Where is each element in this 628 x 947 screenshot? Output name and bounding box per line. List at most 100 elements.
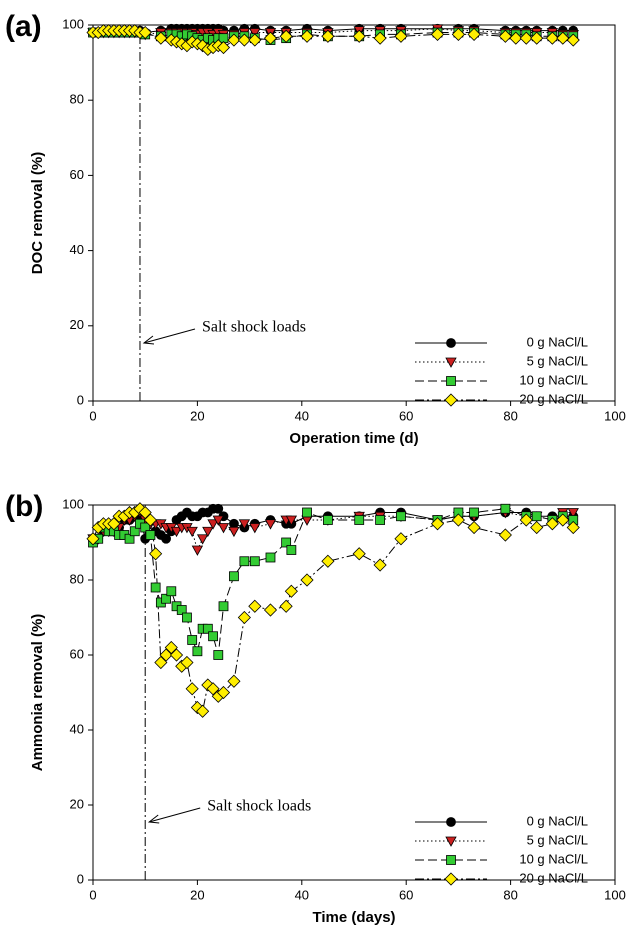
y-tick-label: 60	[70, 646, 84, 661]
marker	[161, 593, 171, 604]
marker	[185, 682, 199, 696]
marker	[180, 655, 194, 670]
x-tick-label: 100	[604, 887, 626, 902]
marker	[498, 29, 512, 43]
marker	[467, 27, 481, 41]
marker	[263, 603, 278, 617]
marker	[286, 545, 297, 555]
marker	[279, 599, 293, 613]
marker	[263, 31, 278, 45]
marker	[237, 33, 251, 47]
marker	[322, 515, 333, 525]
marker	[227, 674, 241, 688]
marker	[530, 31, 544, 45]
y-tick-label: 40	[70, 242, 84, 257]
marker	[187, 635, 198, 645]
marker	[530, 520, 544, 535]
marker	[229, 571, 239, 582]
legend-label: 0 g NaCl/L	[527, 813, 588, 828]
legend-label: 20 g NaCl/L	[519, 391, 588, 406]
marker	[249, 556, 260, 567]
plot-frame	[92, 504, 616, 881]
arrow-head	[142, 335, 155, 345]
marker	[446, 376, 456, 386]
x-tick-label: 60	[399, 408, 413, 423]
arrow	[143, 328, 196, 344]
plot-frame	[92, 24, 616, 402]
marker	[216, 685, 231, 700]
panel-label: (b)	[5, 490, 43, 523]
marker	[509, 31, 523, 45]
x-tick-label: 100	[604, 408, 626, 423]
marker	[161, 533, 171, 544]
marker	[265, 552, 276, 563]
marker	[192, 646, 203, 657]
marker	[248, 33, 262, 47]
x-tick-label: 60	[399, 887, 413, 902]
marker	[207, 519, 219, 530]
marker	[154, 31, 168, 45]
marker	[467, 520, 481, 535]
marker	[545, 517, 559, 531]
marker	[451, 27, 465, 41]
marker	[302, 507, 312, 518]
marker	[394, 532, 408, 546]
marker	[159, 648, 173, 662]
marker	[446, 817, 456, 827]
marker	[216, 40, 231, 55]
marker	[150, 582, 161, 593]
marker	[138, 25, 152, 40]
marker	[354, 515, 365, 525]
x-tick-label: 40	[295, 887, 309, 902]
marker	[444, 872, 458, 886]
y-tick-label: 40	[70, 721, 84, 736]
marker	[182, 612, 192, 623]
marker	[444, 393, 458, 407]
marker	[373, 31, 387, 45]
marker	[279, 29, 293, 43]
annotation: Salt shock loads	[207, 798, 311, 815]
marker	[213, 650, 224, 660]
x-tick-label: 80	[503, 408, 517, 423]
arrow-head	[147, 814, 160, 824]
y-tick-label: 80	[70, 92, 84, 107]
y-tick-label: 60	[70, 167, 84, 182]
x-axis-title: Operation time (d)	[289, 430, 418, 447]
marker	[446, 855, 456, 865]
y-tick-label: 20	[70, 796, 84, 811]
marker	[227, 33, 241, 47]
x-tick-label: 80	[503, 887, 517, 902]
marker	[519, 31, 533, 45]
marker	[249, 28, 261, 39]
marker	[145, 530, 156, 540]
marker	[191, 545, 204, 556]
marker	[138, 505, 152, 520]
marker	[373, 558, 387, 572]
y-axis-title: DOC removal (%)	[29, 152, 46, 275]
y-tick-label: 20	[70, 317, 84, 332]
y-tick-label: 100	[62, 16, 84, 31]
marker	[86, 532, 100, 546]
marker	[213, 503, 224, 514]
marker	[321, 554, 335, 568]
marker	[249, 523, 261, 534]
marker	[202, 526, 214, 538]
legend-label: 20 g NaCl/L	[519, 870, 588, 885]
marker	[202, 623, 213, 634]
marker	[196, 704, 210, 718]
marker	[352, 29, 366, 43]
marker	[208, 631, 218, 642]
marker	[264, 519, 277, 530]
arrow	[149, 807, 201, 823]
marker	[186, 526, 198, 538]
marker	[531, 511, 542, 522]
marker	[176, 605, 187, 615]
marker	[212, 515, 224, 526]
y-tick-label: 80	[70, 571, 84, 586]
marker	[281, 537, 292, 548]
marker	[237, 610, 251, 625]
marker	[169, 648, 184, 662]
marker	[556, 31, 570, 45]
marker	[519, 513, 533, 527]
